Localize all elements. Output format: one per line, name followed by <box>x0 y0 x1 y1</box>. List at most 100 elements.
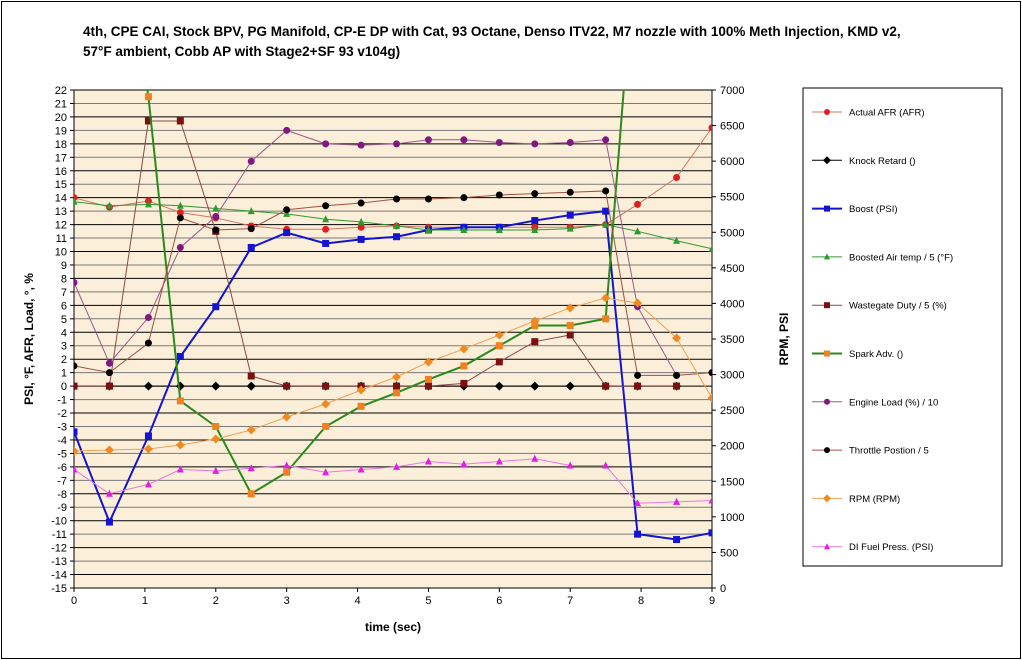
x-tick-label: 0 <box>71 595 77 607</box>
data-point <box>176 201 184 209</box>
data-point <box>495 358 503 366</box>
y-tick-label: -12 <box>51 543 67 555</box>
series-line <box>74 120 677 387</box>
data-point <box>708 369 712 377</box>
data-point <box>565 381 575 391</box>
data-point <box>283 382 291 390</box>
data-point <box>673 173 681 181</box>
data-point <box>176 243 184 251</box>
data-point <box>494 381 504 391</box>
data-point <box>357 217 365 225</box>
data-point <box>460 194 468 202</box>
legend-label: Spark Adv. () <box>849 349 903 360</box>
data-point <box>356 385 366 395</box>
data-point <box>105 201 113 209</box>
y2-tick-label: 500 <box>720 547 738 559</box>
data-point <box>634 382 642 390</box>
data-point <box>393 389 401 397</box>
data-point <box>566 331 574 339</box>
x-tick-label: 2 <box>213 595 219 607</box>
data-point <box>424 225 432 233</box>
data-point <box>246 425 256 435</box>
data-point <box>105 518 113 526</box>
legend-label: RPM (RPM) <box>849 494 900 505</box>
data-point <box>247 243 255 251</box>
data-point <box>393 221 401 229</box>
data-point <box>176 352 184 360</box>
data-point <box>357 402 365 410</box>
y2-tick-label: 5000 <box>720 227 744 239</box>
data-point <box>495 225 503 233</box>
data-point <box>634 227 642 235</box>
data-point <box>393 140 401 148</box>
y-tick-label: 16 <box>55 166 67 178</box>
plot-area <box>74 90 712 588</box>
legend-label: DI Fuel Press. (PSI) <box>849 542 933 553</box>
data-point <box>322 215 330 223</box>
y-tick-label: 4 <box>61 327 67 339</box>
y-tick-label: 0 <box>61 381 67 393</box>
data-point <box>673 371 681 379</box>
legend-label: Throttle Postion / 5 <box>849 446 929 457</box>
data-point <box>212 213 220 221</box>
y2-tick-label: 2500 <box>720 405 744 417</box>
y-tick-label: -11 <box>52 529 67 541</box>
data-point <box>566 188 574 196</box>
data-point <box>634 200 642 208</box>
y-tick-label: 7 <box>61 287 67 299</box>
y-tick-label: 12 <box>55 220 67 232</box>
x-tick-label: 5 <box>425 595 431 607</box>
data-point <box>424 382 432 390</box>
data-point <box>357 235 365 243</box>
data-point <box>460 225 468 233</box>
data-point <box>424 375 432 383</box>
series-boosted-air-temp-5-f <box>74 197 712 252</box>
data-point <box>74 428 78 436</box>
data-point <box>212 422 220 430</box>
data-point <box>105 359 113 367</box>
y-tick-label: 3 <box>61 341 67 353</box>
y-tick-label: -8 <box>57 489 67 501</box>
y2-tick-label: 1500 <box>720 476 744 488</box>
data-point <box>460 379 468 387</box>
data-point <box>392 372 402 382</box>
data-point <box>357 199 365 207</box>
data-point <box>283 206 291 214</box>
data-point <box>176 117 184 125</box>
legend-label: Wastegate Duty / 5 (%) <box>849 301 947 312</box>
data-point <box>74 362 78 370</box>
x-tick-label: 3 <box>284 595 290 607</box>
y2-axis-label: RPM, PSI <box>777 313 791 366</box>
data-point <box>105 369 113 377</box>
data-point <box>175 440 185 450</box>
series-di-fuel-press-psi <box>74 454 712 507</box>
data-point <box>105 489 113 497</box>
y2-tick-label: 4500 <box>720 263 744 275</box>
data-point <box>708 496 712 504</box>
legend-marker <box>823 494 831 503</box>
data-point <box>321 399 331 409</box>
data-point <box>672 333 682 343</box>
data-point <box>531 225 539 233</box>
y-tick-label: -15 <box>51 583 67 595</box>
y-tick-label: -2 <box>57 408 67 420</box>
data-point <box>74 446 79 456</box>
legend-marker <box>824 302 830 309</box>
data-point <box>673 536 681 544</box>
data-point <box>74 197 78 205</box>
data-point <box>530 316 540 326</box>
data-point <box>566 211 574 219</box>
series-boost-psi <box>74 207 712 544</box>
y-axis-label: PSI, °F, AFR, Load, °, % <box>22 273 36 405</box>
y-tick-label: -5 <box>57 448 67 460</box>
data-point <box>495 138 503 146</box>
y-tick-label: 1 <box>61 368 67 380</box>
y-tick-label: 11 <box>56 233 67 245</box>
data-point <box>633 298 643 308</box>
data-point <box>602 187 610 195</box>
y2-tick-label: 2000 <box>720 441 744 453</box>
legend-label: Boosted Air temp / 5 (°F) <box>849 252 953 263</box>
data-point <box>708 529 712 537</box>
data-point <box>602 220 610 228</box>
y-tick-label: -7 <box>57 475 67 487</box>
